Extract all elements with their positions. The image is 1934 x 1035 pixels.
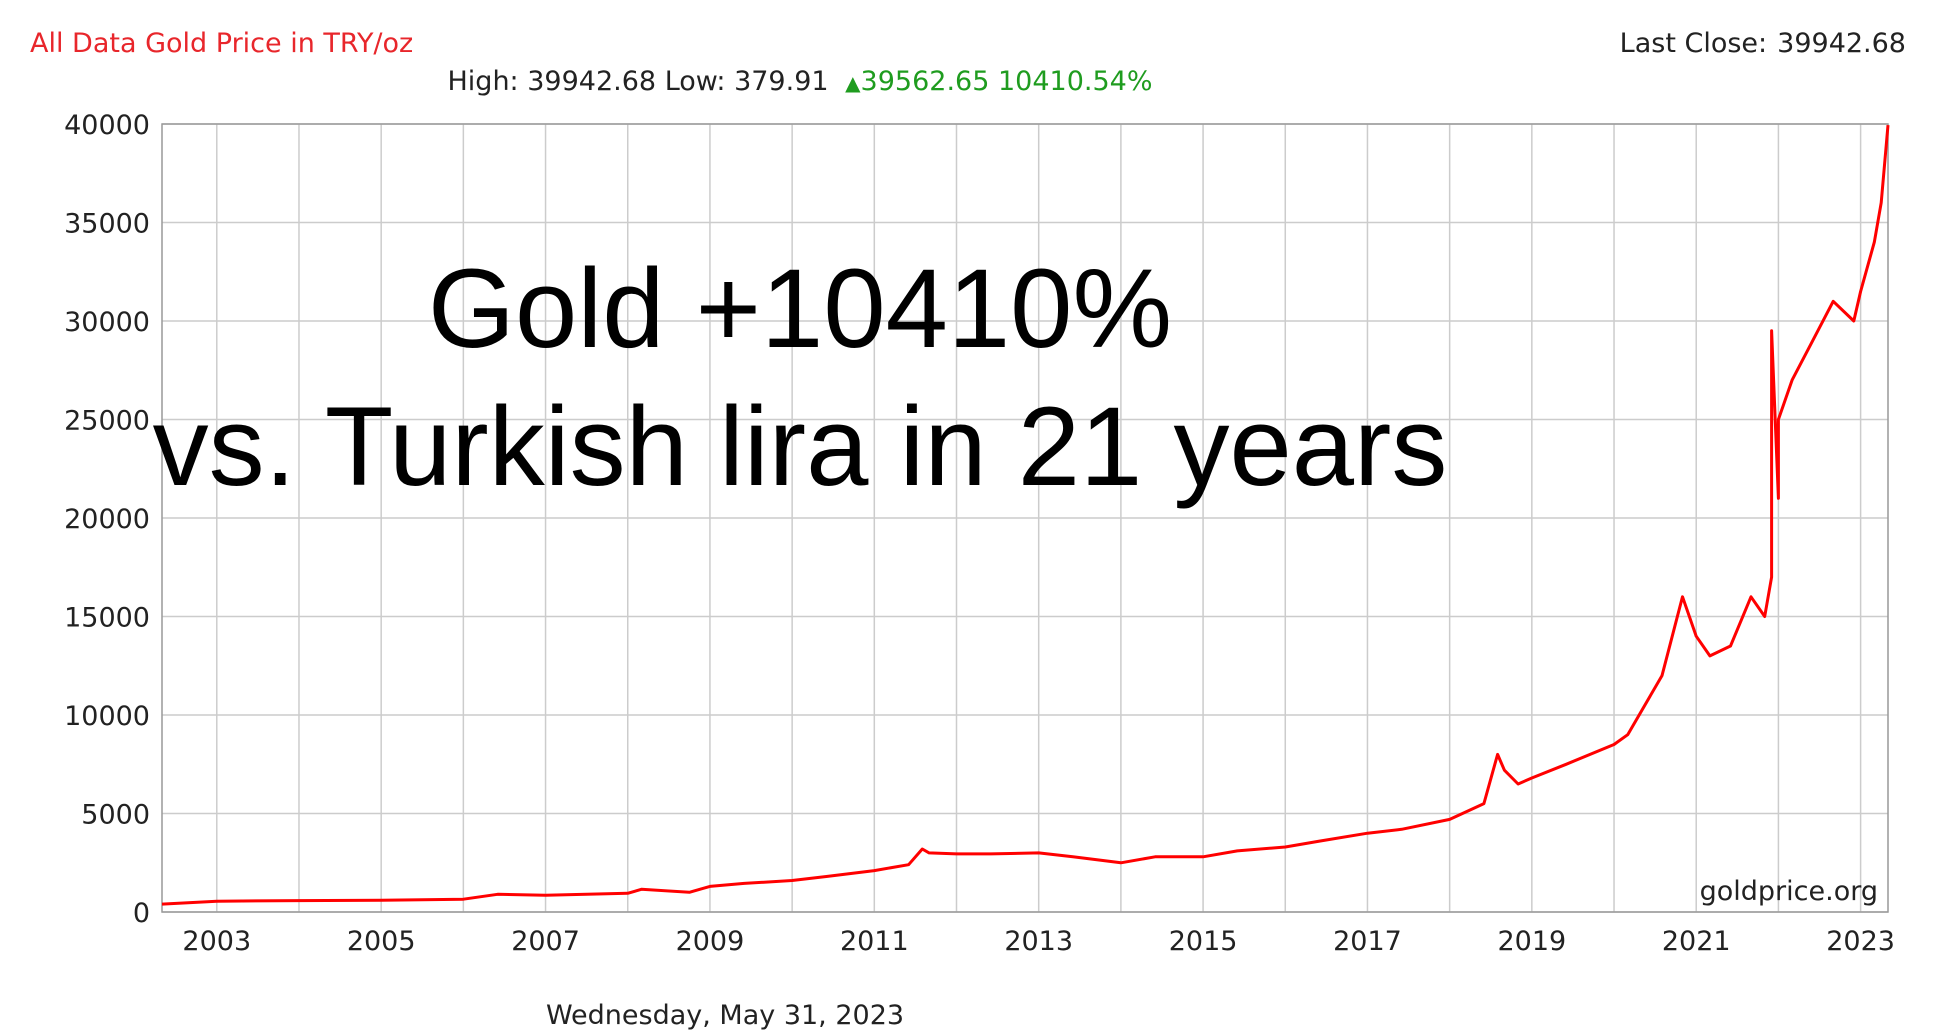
x-tick-label: 2023 — [1826, 926, 1895, 957]
overlay-line-2: vs. Turkish lira in 21 years — [152, 384, 1448, 509]
low-label: Low: — [664, 66, 726, 97]
overlay-line-1: Gold +10410% — [427, 246, 1173, 371]
x-tick-label: 2017 — [1333, 926, 1402, 957]
chart-title: All Data Gold Price in TRY/oz — [30, 28, 414, 59]
x-tick-label: 2007 — [511, 926, 580, 957]
x-tick-label: 2009 — [676, 926, 745, 957]
y-axis-tick-labels: 0 5000 10000 15000 20000 25000 30000 35000 40000 — [64, 110, 150, 929]
x-tick-label: 2011 — [840, 926, 909, 957]
y-tick-label: 25000 — [64, 406, 150, 437]
x-tick-label: 2013 — [1004, 926, 1073, 957]
chart-date: Wednesday, May 31, 2023 — [545, 1000, 905, 1031]
high-value: 39942.68 — [527, 66, 657, 97]
overlay-headline: Gold +10410% vs. Turkish lira in 21 year… — [0, 240, 1600, 516]
high-low-summary: High: 39942.68 Low: 379.91 ▲39562.65 104… — [0, 66, 1600, 97]
y-tick-label: 5000 — [81, 800, 150, 831]
last-close-value: 39942.68 — [1777, 28, 1906, 59]
y-tick-label: 10000 — [64, 701, 150, 732]
y-tick-label: 15000 — [64, 603, 150, 634]
y-tick-label: 30000 — [64, 307, 150, 338]
price-line — [161, 124, 1890, 906]
change-percent: 10410.54% — [997, 66, 1153, 97]
y-tick-label: 35000 — [64, 209, 150, 240]
last-close-label: Last Close: — [1619, 28, 1768, 59]
x-tick-label: 2019 — [1497, 926, 1566, 957]
x-tick-label: 2005 — [347, 926, 416, 957]
plot-area-frame — [161, 123, 1889, 913]
y-tick-label: 40000 — [64, 110, 150, 141]
y-tick-label: 0 — [133, 898, 150, 929]
chart-grid — [162, 123, 1888, 913]
x-tick-label: 2021 — [1662, 926, 1731, 957]
x-tick-label: 2003 — [182, 926, 251, 957]
y-tick-label: 20000 — [64, 504, 150, 535]
x-tick-label: 2015 — [1169, 926, 1238, 957]
last-close: Last Close: 39942.68 — [1620, 28, 1906, 59]
x-axis-tick-labels: 2003 2005 2007 2009 2011 2013 2015 2017 2019 2021… — [182, 926, 1895, 957]
low-value: 379.91 — [734, 66, 829, 97]
watermark-goldprice: goldprice.org — [1700, 876, 1878, 907]
change-value: 39562.65 — [860, 66, 990, 97]
triangle-up-icon: ▲ — [845, 71, 861, 95]
high-label: High: — [447, 66, 519, 97]
